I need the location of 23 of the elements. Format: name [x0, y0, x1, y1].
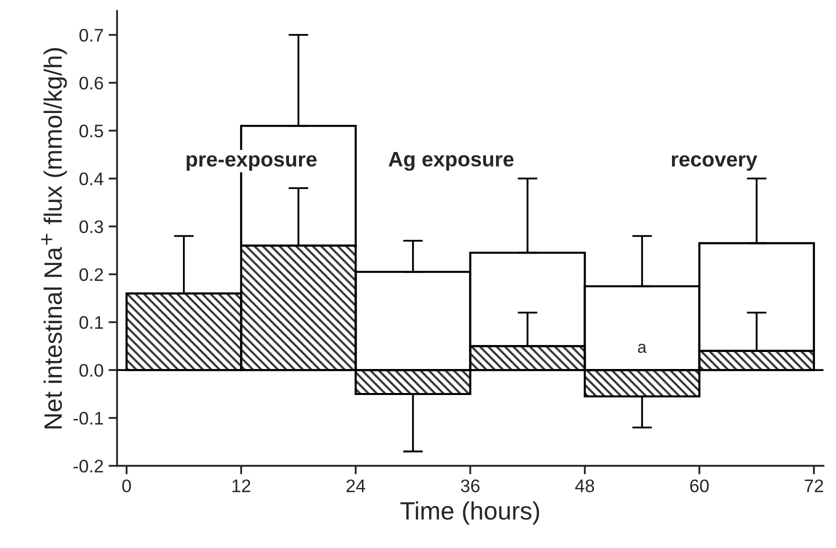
y-tick-label: 0.6: [79, 76, 104, 90]
y-tick-label: -0.1: [74, 412, 103, 425]
x-tick-label: 0: [122, 479, 131, 492]
x-tick-label: 36: [460, 479, 480, 492]
x-tick-label: 24: [346, 479, 366, 492]
x-axis-title: Time (hours): [400, 501, 540, 525]
y-tick-label: 0.4: [79, 172, 104, 186]
y-tick-label: 0.1: [79, 316, 103, 329]
annotation: a: [638, 344, 647, 353]
x-tick-label: 48: [575, 479, 594, 492]
y-tick-label: 0.7: [79, 28, 103, 42]
annotation: pre-exposure: [186, 155, 317, 171]
y-axis-title: Net intestinal Na$^{+}$ flux (mmol/kg/h): [41, 48, 67, 428]
annotation: Ag exposure: [388, 152, 514, 171]
y-tick-label: -0.2: [74, 460, 103, 473]
y-tick-label: 0.3: [79, 220, 104, 234]
annotation: recovery: [672, 155, 758, 171]
y-tick-label: 0.2: [79, 268, 103, 282]
y-tick-label: 0.0: [79, 364, 104, 377]
x-tick-label: 12: [232, 479, 250, 492]
y-tick-label: 0.5: [79, 124, 104, 138]
x-tick-label: 60: [690, 479, 709, 492]
x-tick-label: 72: [804, 479, 824, 492]
